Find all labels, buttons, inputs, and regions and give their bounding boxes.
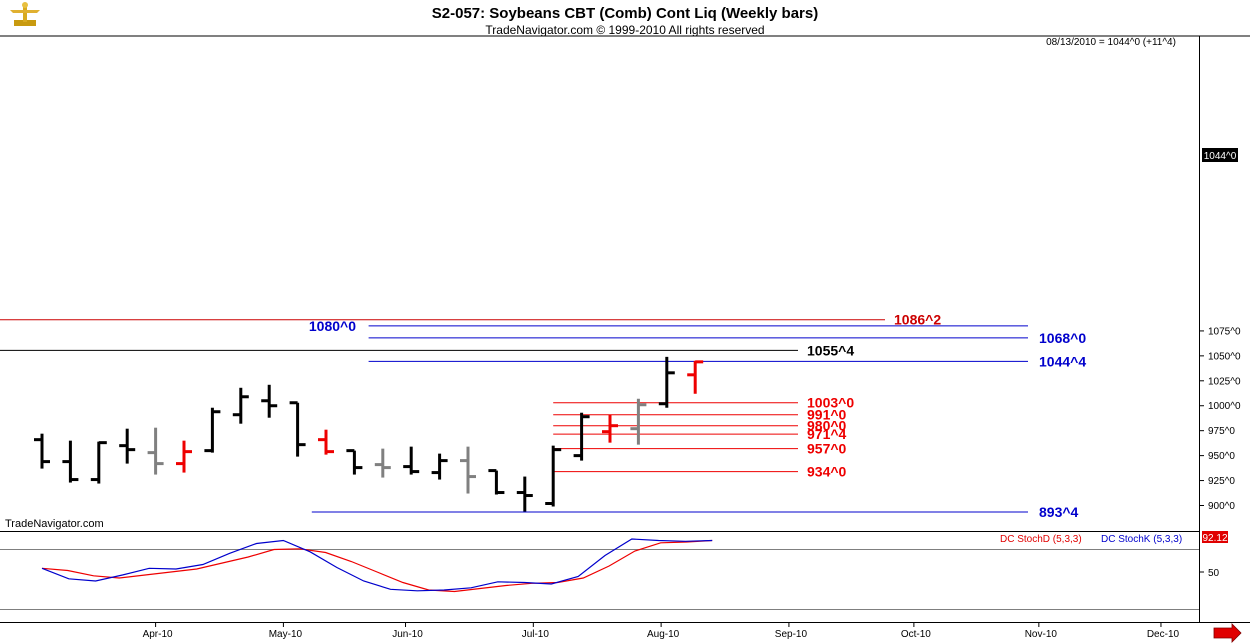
- legend-stoch-k: DC StochK (5,3,3): [1101, 534, 1182, 545]
- price-bar: [261, 384, 278, 418]
- time-tick-label: May-10: [269, 629, 303, 640]
- stoch-tick-label: 50: [1208, 568, 1220, 579]
- price-bar: [34, 433, 50, 469]
- price-bar: [232, 387, 249, 424]
- price-tick-label: 925^0: [1208, 476, 1235, 487]
- price-tick-label: 975^0: [1208, 426, 1235, 437]
- price-bar: [147, 427, 164, 475]
- price-tick-label: 1000^0: [1208, 401, 1241, 412]
- time-tick-label: Jun-10: [392, 629, 423, 640]
- last-price-label: 1044^0: [1204, 151, 1237, 162]
- chart-title: S2-057: Soybeans CBT (Comb) Cont Liq (We…: [432, 5, 818, 22]
- last-price-tag: 1044^0: [1202, 148, 1238, 162]
- price-tick-label: 900^0: [1208, 501, 1235, 512]
- price-bar: [545, 445, 562, 507]
- last-stoch-label: 92.12: [1202, 533, 1227, 544]
- price-bar: [431, 453, 448, 480]
- copyright-text: TradeNavigator.com © 1999-2010 All right…: [485, 23, 764, 37]
- price-bar: [460, 446, 476, 494]
- time-tick-label: Apr-10: [143, 629, 173, 640]
- price-bar: [687, 360, 704, 394]
- stoch-axis: 50: [1199, 568, 1220, 579]
- price-bars: [34, 356, 704, 512]
- price-bar: [658, 356, 675, 408]
- level-label: 1003^0: [807, 395, 854, 411]
- level-label: 1055^4: [807, 342, 854, 358]
- gold-scale-icon: [10, 2, 40, 26]
- stoch-line: [41, 538, 713, 592]
- price-axis: 900^0 925^0 950^0 975^0 1000^0 1025^0 1050^0 10…: [1199, 326, 1241, 512]
- price-bar: [403, 446, 420, 475]
- stoch-line: [41, 539, 713, 593]
- price-bar: [176, 440, 192, 473]
- price-tick-label: 1075^0: [1208, 326, 1241, 337]
- price-bar: [204, 407, 221, 453]
- last-stoch-tag: 92.12: [1202, 531, 1228, 544]
- time-axis: Apr-10 May-10 Jun-10 Jul-10 Aug-10 Sep-10 Oct-…: [0, 622, 1250, 640]
- level-label: 991^0: [807, 407, 847, 423]
- level-label: 1080^0: [309, 318, 356, 334]
- time-tick-label: Oct-10: [901, 629, 931, 640]
- price-bar: [374, 448, 391, 478]
- level-label: 1068^0: [1039, 330, 1086, 346]
- level-label: 934^0: [807, 464, 847, 480]
- time-tick-label: Dec-10: [1147, 629, 1180, 640]
- price-bar: [289, 401, 306, 457]
- price-tick-label: 1025^0: [1208, 376, 1241, 387]
- price-tick-label: 950^0: [1208, 451, 1235, 462]
- level-label: 1086^2: [894, 312, 941, 328]
- time-tick-label: Nov-10: [1025, 629, 1058, 640]
- level-label: 957^0: [807, 441, 847, 457]
- watermark: TradeNavigator.com: [5, 518, 104, 530]
- level-label: 893^4: [1039, 504, 1079, 520]
- price-bar: [602, 414, 618, 443]
- price-bar: [119, 428, 136, 464]
- price-bar: [62, 440, 79, 483]
- level-lines: 1086^2 1080^0 1068^0 1055^4 1044^4 1003^0991^…: [0, 312, 1086, 520]
- price-bar: [573, 412, 590, 461]
- legend-stoch-d: DC StochD (5,3,3): [1000, 534, 1082, 545]
- stoch-lines: [41, 538, 713, 593]
- price-tick-label: 1050^0: [1208, 351, 1241, 362]
- time-tick-label: Aug-10: [647, 629, 680, 640]
- level-label: 1044^4: [1039, 353, 1086, 369]
- level-label: 971^4: [807, 426, 847, 442]
- time-tick-label: Sep-10: [775, 629, 808, 640]
- price-info: 08/13/2010 = 1044^0 (+11^4): [1046, 37, 1176, 48]
- time-tick-label: Jul-10: [522, 629, 550, 640]
- price-bar: [516, 476, 533, 512]
- price-panel: 900^0 925^0 950^0 975^0 1000^0 1025^0 1050^0 10…: [0, 35, 1250, 622]
- price-bar: [488, 469, 505, 495]
- level-label: 980^0: [807, 418, 847, 434]
- price-bar: [90, 441, 107, 484]
- price-bar: [346, 449, 363, 475]
- price-bar: [630, 398, 647, 445]
- stochastic-panel: 50 DC StochD (5,3,3) DC StochK (5,3,3) 9…: [0, 531, 1228, 610]
- red-right-arrow-icon[interactable]: [1213, 623, 1242, 643]
- price-bar: [318, 429, 334, 455]
